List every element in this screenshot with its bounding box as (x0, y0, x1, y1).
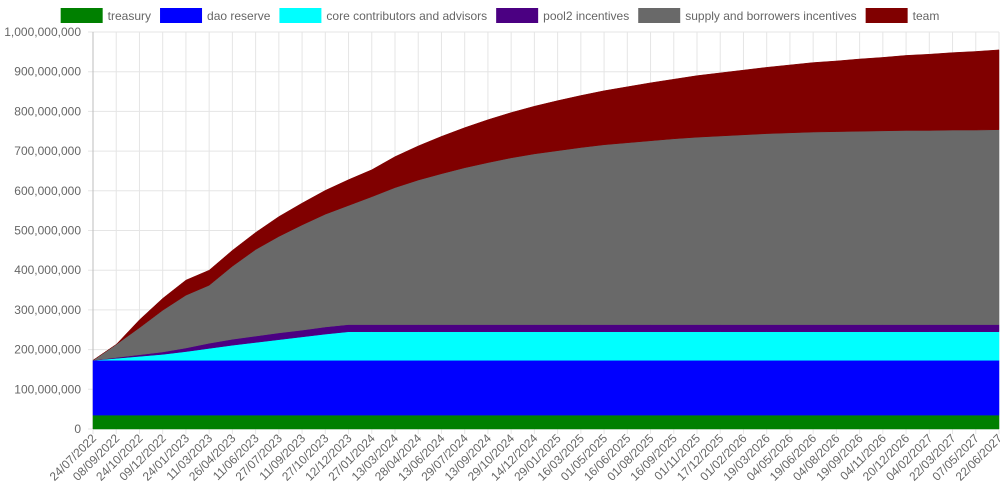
legend-item-pool2-incentives[interactable]: pool2 incentives (496, 8, 629, 23)
legend-label: team (913, 9, 940, 23)
legend-swatch (60, 8, 103, 23)
legend-swatch (279, 8, 322, 23)
legend-item-dao-reserve[interactable]: dao reserve (160, 8, 271, 23)
y-tick-label: 100,000,000 (14, 382, 81, 396)
legend-swatch (865, 8, 908, 23)
y-tick-label: 700,000,000 (14, 144, 81, 158)
y-tick-label: 600,000,000 (14, 184, 81, 198)
legend-item-treasury[interactable]: treasury (60, 8, 151, 23)
series-area-dao-reserve (92, 360, 1000, 416)
legend-label: core contributors and advisors (326, 9, 487, 23)
x-axis-ticks: 24/07/202208/09/202224/10/202209/12/2022… (47, 431, 1000, 484)
y-axis-ticks: 0 100,000,000 200,000,000 300,000,000 400,00… (4, 25, 81, 436)
series-area-treasury (92, 414, 1000, 430)
y-tick-label: 200,000,000 (14, 343, 81, 357)
y-tick-label: 900,000,000 (14, 65, 81, 79)
legend-label: treasury (108, 9, 151, 23)
y-tick-label: 1,000,000,000 (4, 25, 81, 39)
legend-swatch (160, 8, 203, 23)
legend-label: pool2 incentives (543, 9, 629, 23)
series-areas (92, 49, 1000, 430)
legend-swatch (638, 8, 681, 23)
y-tick-label: 400,000,000 (14, 263, 81, 277)
legend-item-core-contributors-and-advisors[interactable]: core contributors and advisors (279, 8, 487, 23)
y-tick-label: 0 (74, 422, 81, 436)
legend-label: dao reserve (207, 9, 271, 23)
legend-label: supply and borrowers incentives (685, 9, 856, 23)
legend-swatch (496, 8, 539, 23)
y-tick-label: 500,000,000 (14, 224, 81, 238)
series-area-team (92, 49, 1000, 361)
legend-item-team[interactable]: team (865, 8, 940, 23)
y-tick-label: 300,000,000 (14, 303, 81, 317)
legend: treasury dao reserve core contributors and… (60, 8, 940, 23)
legend-item-supply-and-borrowers-incentives[interactable]: supply and borrowers incentives (638, 8, 857, 23)
y-tick-label: 800,000,000 (14, 104, 81, 118)
